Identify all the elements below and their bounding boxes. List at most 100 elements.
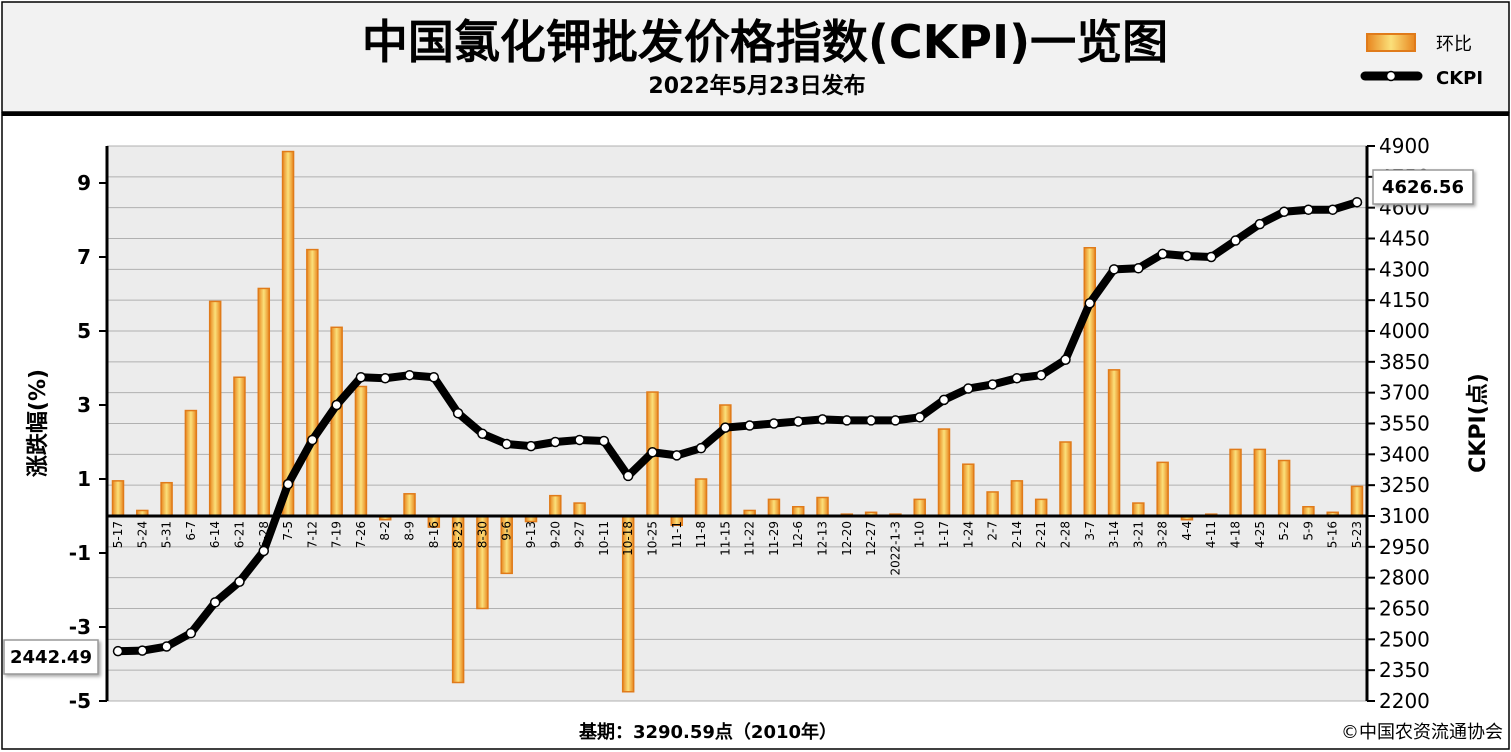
bar <box>937 428 951 517</box>
x-tick-label: 5-16 <box>1326 521 1340 548</box>
bar <box>281 150 295 517</box>
x-tick-label: 9-13 <box>524 521 538 548</box>
ckpi-point <box>525 440 537 452</box>
end-value-text: 4626.56 <box>1382 177 1464 198</box>
x-tick-label: 7-5 <box>281 521 295 541</box>
left-tick-label: -3 <box>69 615 91 639</box>
bar <box>573 502 586 517</box>
x-tick-label: 5-9 <box>1301 521 1315 541</box>
x-tick-label: 9-27 <box>573 521 587 548</box>
ckpi-point <box>331 399 342 411</box>
start-value-text: 2442.49 <box>10 647 92 668</box>
bar <box>111 480 125 517</box>
x-tick-label: 5-2 <box>1277 521 1291 541</box>
x-tick-label: 6-7 <box>184 521 198 541</box>
x-tick-label: 11-22 <box>743 521 757 556</box>
bar <box>816 496 829 517</box>
ckpi-point <box>987 379 998 390</box>
bar <box>1083 247 1097 517</box>
ckpi-line <box>114 198 1361 656</box>
x-tick-label: 12-27 <box>864 521 878 556</box>
x-tick-labels: 5-17 5-24 5-31 6-7 6-14 6-21 6-28 7-5 7-12 7-19 7-… <box>111 521 1364 575</box>
ckpi-point <box>574 434 585 446</box>
x-tick-label: 4-18 <box>1229 521 1243 548</box>
right-tick-label: 4000 <box>1379 319 1430 343</box>
bar <box>233 376 246 517</box>
bar <box>1229 448 1242 517</box>
right-tick-label: 4450 <box>1379 227 1430 251</box>
ckpi-point <box>938 394 950 406</box>
x-tick-label: 8-23 <box>451 521 465 548</box>
x-tick-label: 5-17 <box>111 521 125 548</box>
x-tick-label: 8-16 <box>427 521 441 548</box>
ckpi-point <box>1278 206 1290 218</box>
ckpi-point <box>841 415 853 426</box>
ckpi-point <box>355 372 367 383</box>
right-tick-label: 4900 <box>1379 134 1430 158</box>
x-tick-label: 5-24 <box>135 521 149 548</box>
ckpi-point <box>477 428 488 440</box>
x-tick-label: 1-24 <box>961 521 975 548</box>
x-tick-label: 2-21 <box>1034 521 1048 548</box>
ckpi-point <box>234 576 245 588</box>
right-axis-title: CKPI(点) <box>1465 373 1491 473</box>
left-axis-ticks: 9 7 5 3 1 -1 -3 -5 <box>69 171 107 713</box>
x-tick-label: 8-2 <box>378 521 392 541</box>
x-tick-label: 9-6 <box>500 521 514 541</box>
x-tick-label: 1-10 <box>913 521 927 548</box>
x-tick-label: 2-28 <box>1058 521 1072 548</box>
x-tick-label: 7-26 <box>354 521 368 548</box>
x-tick-label: 11-29 <box>767 521 781 556</box>
ckpi-point <box>1011 373 1023 384</box>
x-tick-label: 2-14 <box>1010 521 1024 548</box>
ckpi-point <box>1254 218 1266 230</box>
x-tick-label: 7-12 <box>305 521 319 548</box>
x-tick-label: 8-30 <box>475 521 489 548</box>
x-tick-label: 3-21 <box>1131 521 1145 548</box>
bar <box>1132 502 1145 517</box>
right-axis-ticks: 4900475046004450430041504000385037003550… <box>1367 134 1430 713</box>
ckpi-point <box>1060 354 1071 366</box>
legend-bar-label: 环比 <box>1436 34 1472 55</box>
x-tick-label: 2-7 <box>986 521 1000 541</box>
left-tick-label: -5 <box>69 689 91 713</box>
bar <box>403 493 416 517</box>
ckpi-point <box>428 372 440 383</box>
legend-bar-swatch <box>1366 33 1416 52</box>
right-tick-label: 2350 <box>1379 658 1430 682</box>
x-tick-label: 11-1 <box>670 521 684 548</box>
ckpi-point <box>1327 204 1338 215</box>
ckpi-point <box>307 434 318 446</box>
x-tick-label: 5-31 <box>160 521 174 548</box>
chart-subtitle: 2022年5月23日发布 <box>648 73 865 99</box>
left-tick-label: 7 <box>77 245 91 269</box>
ckpi-point <box>1035 369 1047 381</box>
right-tick-label: 4300 <box>1379 257 1430 281</box>
right-tick-label: 4150 <box>1379 288 1430 312</box>
ckpi-point <box>720 422 731 433</box>
copyright-note: ©中国农资流通协会 <box>1341 722 1503 743</box>
x-tick-label: 3-7 <box>1083 521 1097 541</box>
bar <box>549 494 562 517</box>
ckpi-point <box>695 442 707 454</box>
x-tick-label: 11-15 <box>718 521 732 556</box>
ckpi-point <box>622 470 634 482</box>
x-tick-label: 8-9 <box>403 521 417 541</box>
x-tick-label: 4-4 <box>1180 521 1194 541</box>
right-tick-label: 3400 <box>1379 442 1430 466</box>
right-tick-label: 2500 <box>1379 627 1430 651</box>
x-tick-label: 6-21 <box>232 521 246 548</box>
x-tick-label: 12-20 <box>840 521 854 556</box>
ckpi-point <box>598 435 610 447</box>
start-value-callout: 2442.49 <box>3 639 99 675</box>
ckpi-point <box>792 416 804 427</box>
left-tick-label: 3 <box>77 393 91 417</box>
right-tick-label: 3700 <box>1379 381 1430 405</box>
legend: 环比 CKPI <box>1360 33 1483 89</box>
left-axis-title: 涨跌幅(%) <box>26 369 51 477</box>
right-tick-label: 2800 <box>1379 566 1430 590</box>
header-background <box>1 1 1510 113</box>
bar <box>1156 461 1169 517</box>
ckpi-point <box>1108 264 1120 275</box>
